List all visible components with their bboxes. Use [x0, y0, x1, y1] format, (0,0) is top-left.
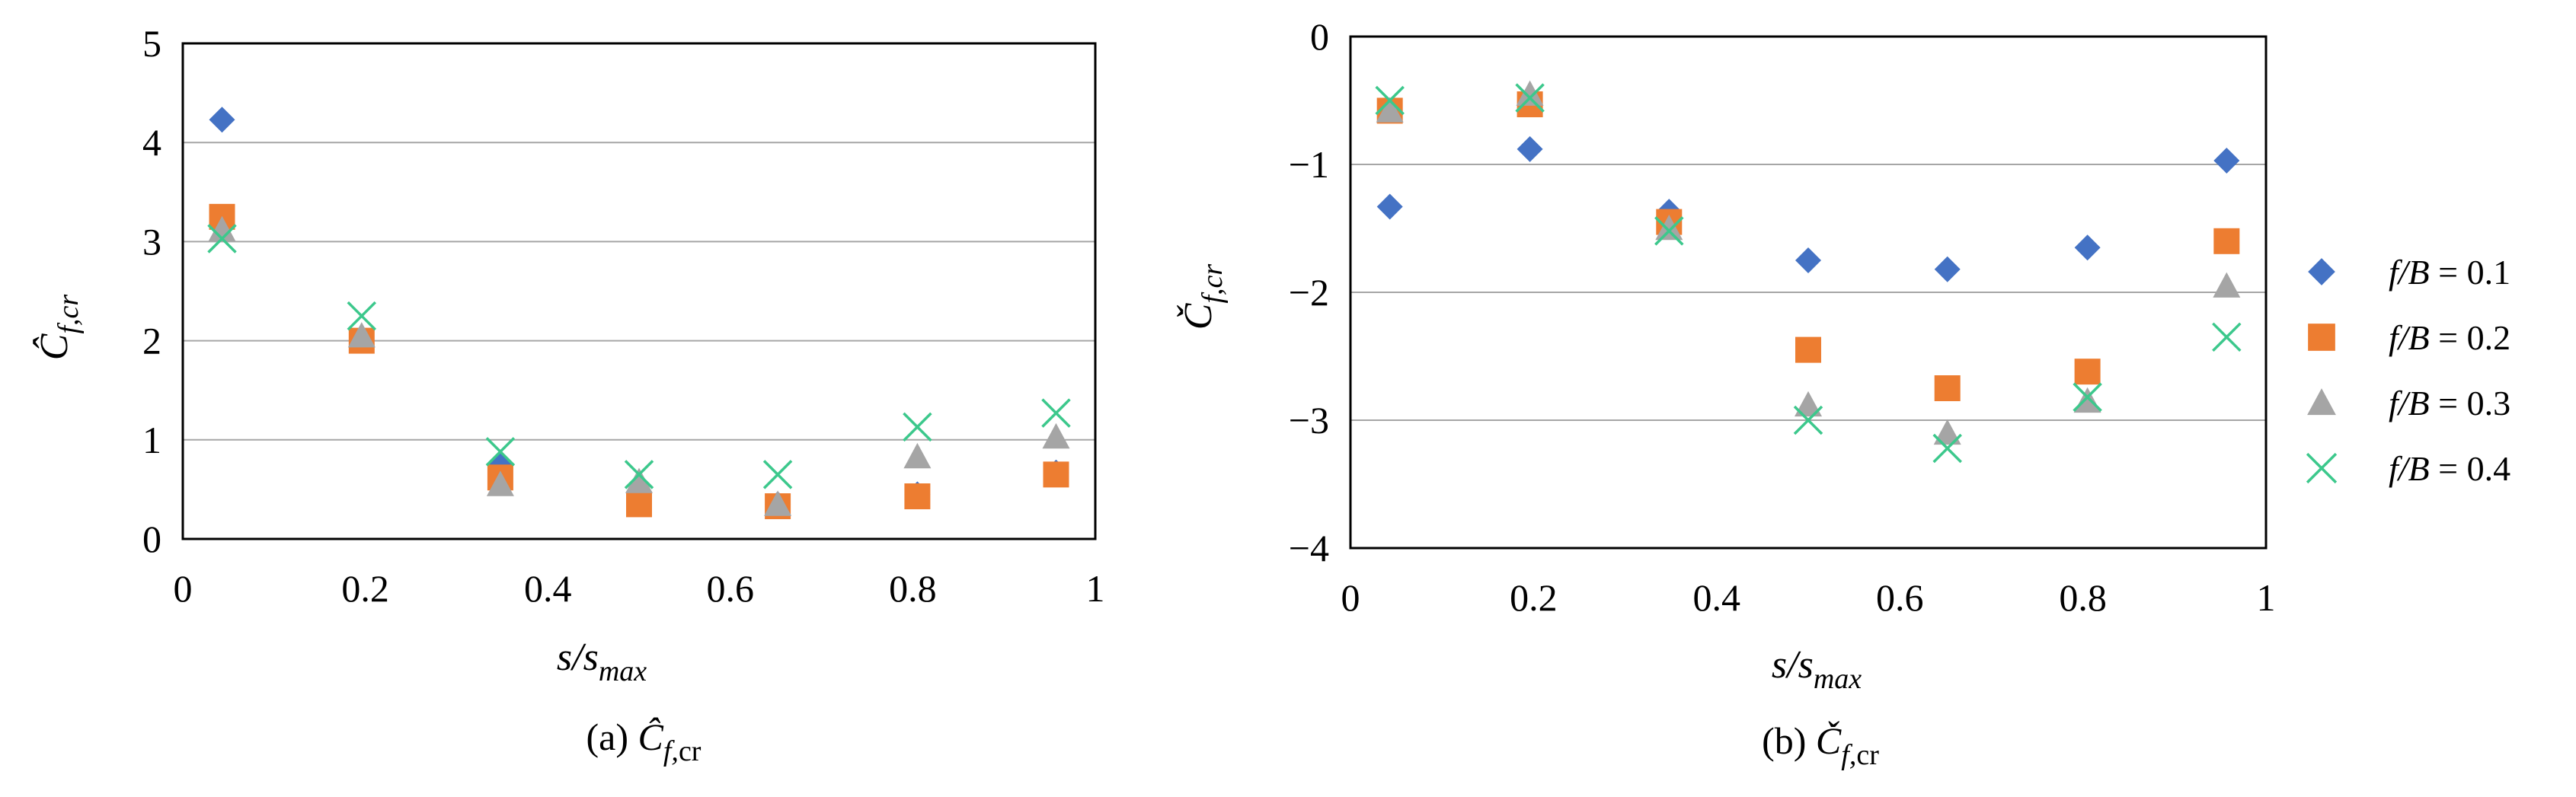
data-point-b-s2-6 — [2213, 228, 2240, 254]
data-point-b-s4-2 — [1654, 216, 1684, 246]
legend-marker-s4 — [2306, 452, 2338, 484]
x-axis-title-a: s/smax — [557, 636, 647, 687]
x-tick-label-b-3: 0.6 — [1876, 576, 1924, 619]
legend-label-s3: f/B = 0.3 — [2389, 384, 2510, 422]
data-point-b-s4-5 — [2073, 382, 2102, 412]
data-point-b-s4-1 — [1515, 83, 1545, 113]
legend-marker-s1 — [2308, 258, 2335, 285]
data-point-b-s4-6 — [2212, 322, 2242, 352]
x-tick-label-b-5: 1 — [2257, 576, 2276, 619]
legend-marker-s2 — [2308, 324, 2335, 351]
data-point-a-s3-6 — [1042, 422, 1070, 449]
plot-frame-a — [181, 42, 1097, 540]
legend: f/B = 0.1 f/B = 0.2 f/B = 0.3 f/B = 0.4 — [2306, 253, 2510, 488]
data-point-b-s1-0 — [1376, 193, 1403, 220]
data-point-a-s1-0 — [209, 107, 235, 133]
x-tick-label-b-0: 0 — [1341, 576, 1360, 619]
data-point-a-s2-3 — [626, 491, 652, 518]
plot-area-b: 0 −1 −2 −3 −4 0 0.2 0.4 0.6 0.8 1 — [1289, 15, 2276, 619]
data-point-a-s4-4 — [762, 460, 793, 489]
data-point-a-s4-6 — [1041, 398, 1071, 428]
legend-label-s4: f/B = 0.4 — [2389, 449, 2510, 488]
legend-item-s3: f/B = 0.3 — [2307, 384, 2510, 422]
data-point-b-s2-4 — [1934, 375, 1961, 401]
plot-area-a: 0 1 2 3 4 5 0 0.2 0.4 0.6 0.8 1 — [142, 22, 1105, 610]
data-point-b-s2-3 — [1795, 336, 1821, 363]
data-point-a-s3-5 — [903, 442, 932, 469]
panel-b: 0 −1 −2 −3 −4 0 0.2 0.4 0.6 0.8 1 Čf,cr s/smax (b)… — [1176, 15, 2276, 771]
panel-a: 0 1 2 3 4 5 0 0.2 0.4 0.6 0.8 1 Ĉf,cr s/smax (a) Ĉf… — [32, 22, 1105, 767]
data-point-a-s3-4 — [764, 490, 792, 516]
data-point-a-s4-2 — [485, 437, 516, 467]
data-point-a-s4-3 — [624, 460, 654, 489]
data-point-b-s3-2 — [1655, 215, 1683, 241]
x-tick-label-b-1: 0.2 — [1510, 576, 1558, 619]
y-tick-label-b-0: 0 — [1310, 15, 1329, 58]
x-tick-label-a-3: 0.6 — [707, 567, 755, 610]
x-tick-label-a-1: 0.2 — [341, 567, 389, 610]
data-point-b-s4-4 — [1932, 433, 1962, 464]
legend-label-s2: f/B = 0.2 — [2389, 318, 2510, 357]
data-point-a-s2-5 — [904, 483, 931, 510]
y-axis-title-b: Čf,cr — [1176, 264, 1229, 330]
y-tick-label-a-3: 3 — [142, 220, 161, 263]
data-point-a-s3-3 — [625, 467, 653, 493]
x-tick-label-a-0: 0 — [174, 567, 193, 610]
y-tick-label-b-1: −1 — [1289, 143, 1329, 186]
legend-label-s1: f/B = 0.1 — [2389, 253, 2510, 292]
data-point-b-s3-5 — [2073, 387, 2101, 413]
data-point-a-s3-0 — [208, 215, 236, 242]
data-point-a-s4-5 — [903, 412, 932, 442]
y-tick-label-a-5: 5 — [142, 22, 161, 65]
y-tick-label-a-2: 2 — [142, 320, 161, 362]
y-tick-label-a-0: 0 — [142, 518, 161, 560]
y-tick-label-a-4: 4 — [142, 121, 161, 164]
y-tick-label-b-3: −3 — [1289, 399, 1329, 442]
data-point-b-s2-5 — [2074, 359, 2101, 385]
x-tick-label-a-2: 0.4 — [524, 567, 572, 610]
data-point-b-s1-1 — [1517, 135, 1543, 162]
data-point-a-s4-0 — [207, 224, 237, 253]
data-point-b-s3-4 — [1933, 419, 1961, 445]
x-tick-label-a-4: 0.8 — [889, 567, 937, 610]
data-point-a-s2-6 — [1043, 461, 1069, 488]
data-point-b-s3-6 — [2213, 272, 2241, 298]
x-tick-label-b-2: 0.4 — [1693, 576, 1741, 619]
data-point-b-s4-3 — [1793, 405, 1823, 435]
caption-a: (a) Ĉf,cr — [586, 716, 702, 767]
y-tick-label-b-2: −2 — [1289, 271, 1329, 314]
y-tick-label-b-4: −4 — [1289, 527, 1329, 569]
x-tick-label-a-5: 1 — [1086, 567, 1105, 610]
y-axis-title-a: Ĉf,cr — [32, 295, 85, 361]
y-tick-label-a-1: 1 — [142, 419, 161, 461]
legend-marker-s3 — [2307, 388, 2336, 416]
caption-b: (b) Čf,cr — [1762, 719, 1879, 771]
data-point-a-s3-2 — [486, 470, 514, 496]
legend-item-s2: f/B = 0.2 — [2308, 318, 2510, 357]
data-point-b-s1-6 — [2213, 147, 2240, 174]
legend-item-s4: f/B = 0.4 — [2306, 449, 2510, 488]
legend-item-s1: f/B = 0.1 — [2308, 253, 2510, 292]
data-point-b-s3-3 — [1795, 391, 1822, 417]
data-point-b-s3-0 — [1376, 97, 1404, 123]
x-tick-label-b-4: 0.8 — [2059, 576, 2107, 619]
data-point-a-s4-1 — [347, 301, 377, 331]
data-point-b-s4-0 — [1375, 85, 1405, 116]
plot-frame-b — [1349, 35, 2268, 550]
data-point-b-s1-5 — [2074, 234, 2101, 261]
data-point-b-s1-3 — [1795, 247, 1821, 273]
data-point-b-s1-4 — [1934, 256, 1961, 282]
data-point-b-s3-1 — [1516, 80, 1544, 106]
data-point-a-s3-1 — [347, 322, 376, 348]
x-axis-title-b: s/smax — [1772, 643, 1862, 695]
